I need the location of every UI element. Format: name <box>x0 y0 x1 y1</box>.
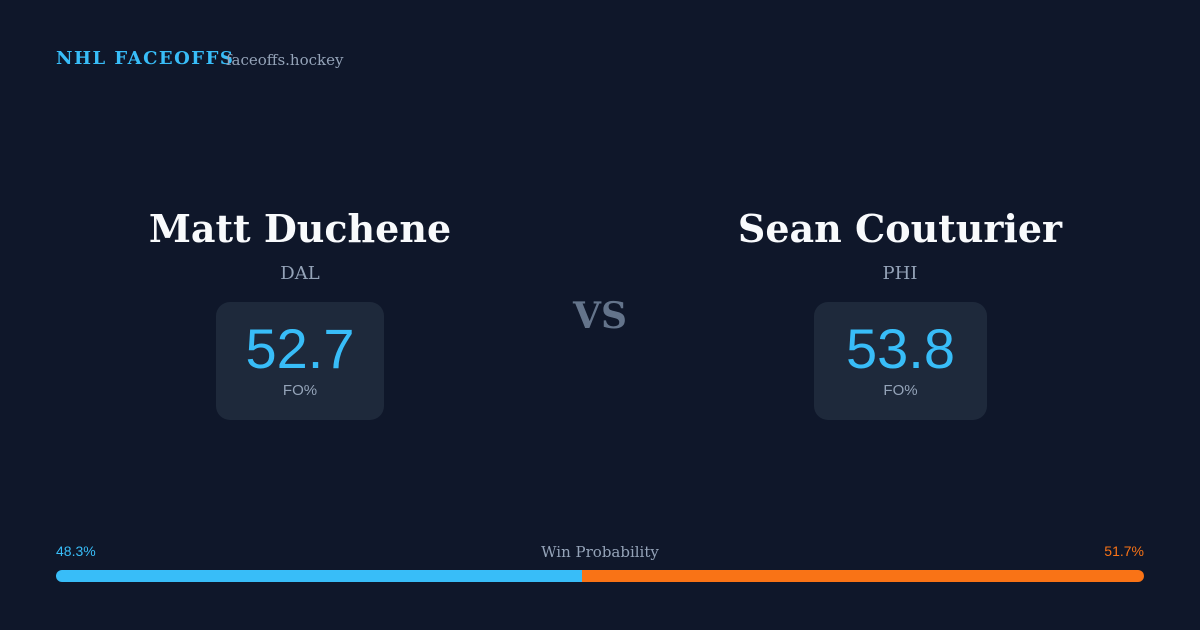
prob-label: 48.3% <box>56 543 96 559</box>
prob-title: Win Probability <box>541 543 659 561</box>
prob-bar <box>56 570 1144 582</box>
brand: NHL FACEOFFS <box>56 48 235 69</box>
prob-segment <box>56 570 582 582</box>
site: faceoffs.hockey <box>226 51 344 69</box>
stat-card: 52.7 FO% <box>216 302 384 420</box>
fo-label: FO% <box>282 382 318 399</box>
player-team: DAL <box>280 263 320 284</box>
prob-segment <box>581 570 1144 582</box>
versus: VS <box>573 295 627 337</box>
fo-pct: 53.8 <box>846 317 955 380</box>
fo-pct: 52.7 <box>245 317 355 380</box>
stat-card: 53.8 FO% <box>814 302 987 420</box>
prob-label: 51.7% <box>1104 543 1144 559</box>
player-name: Matt Duchene <box>148 206 452 251</box>
player-team: PHI <box>882 263 918 284</box>
fo-label: FO% <box>883 382 918 399</box>
player-name: Sean Couturier <box>737 206 1063 251</box>
